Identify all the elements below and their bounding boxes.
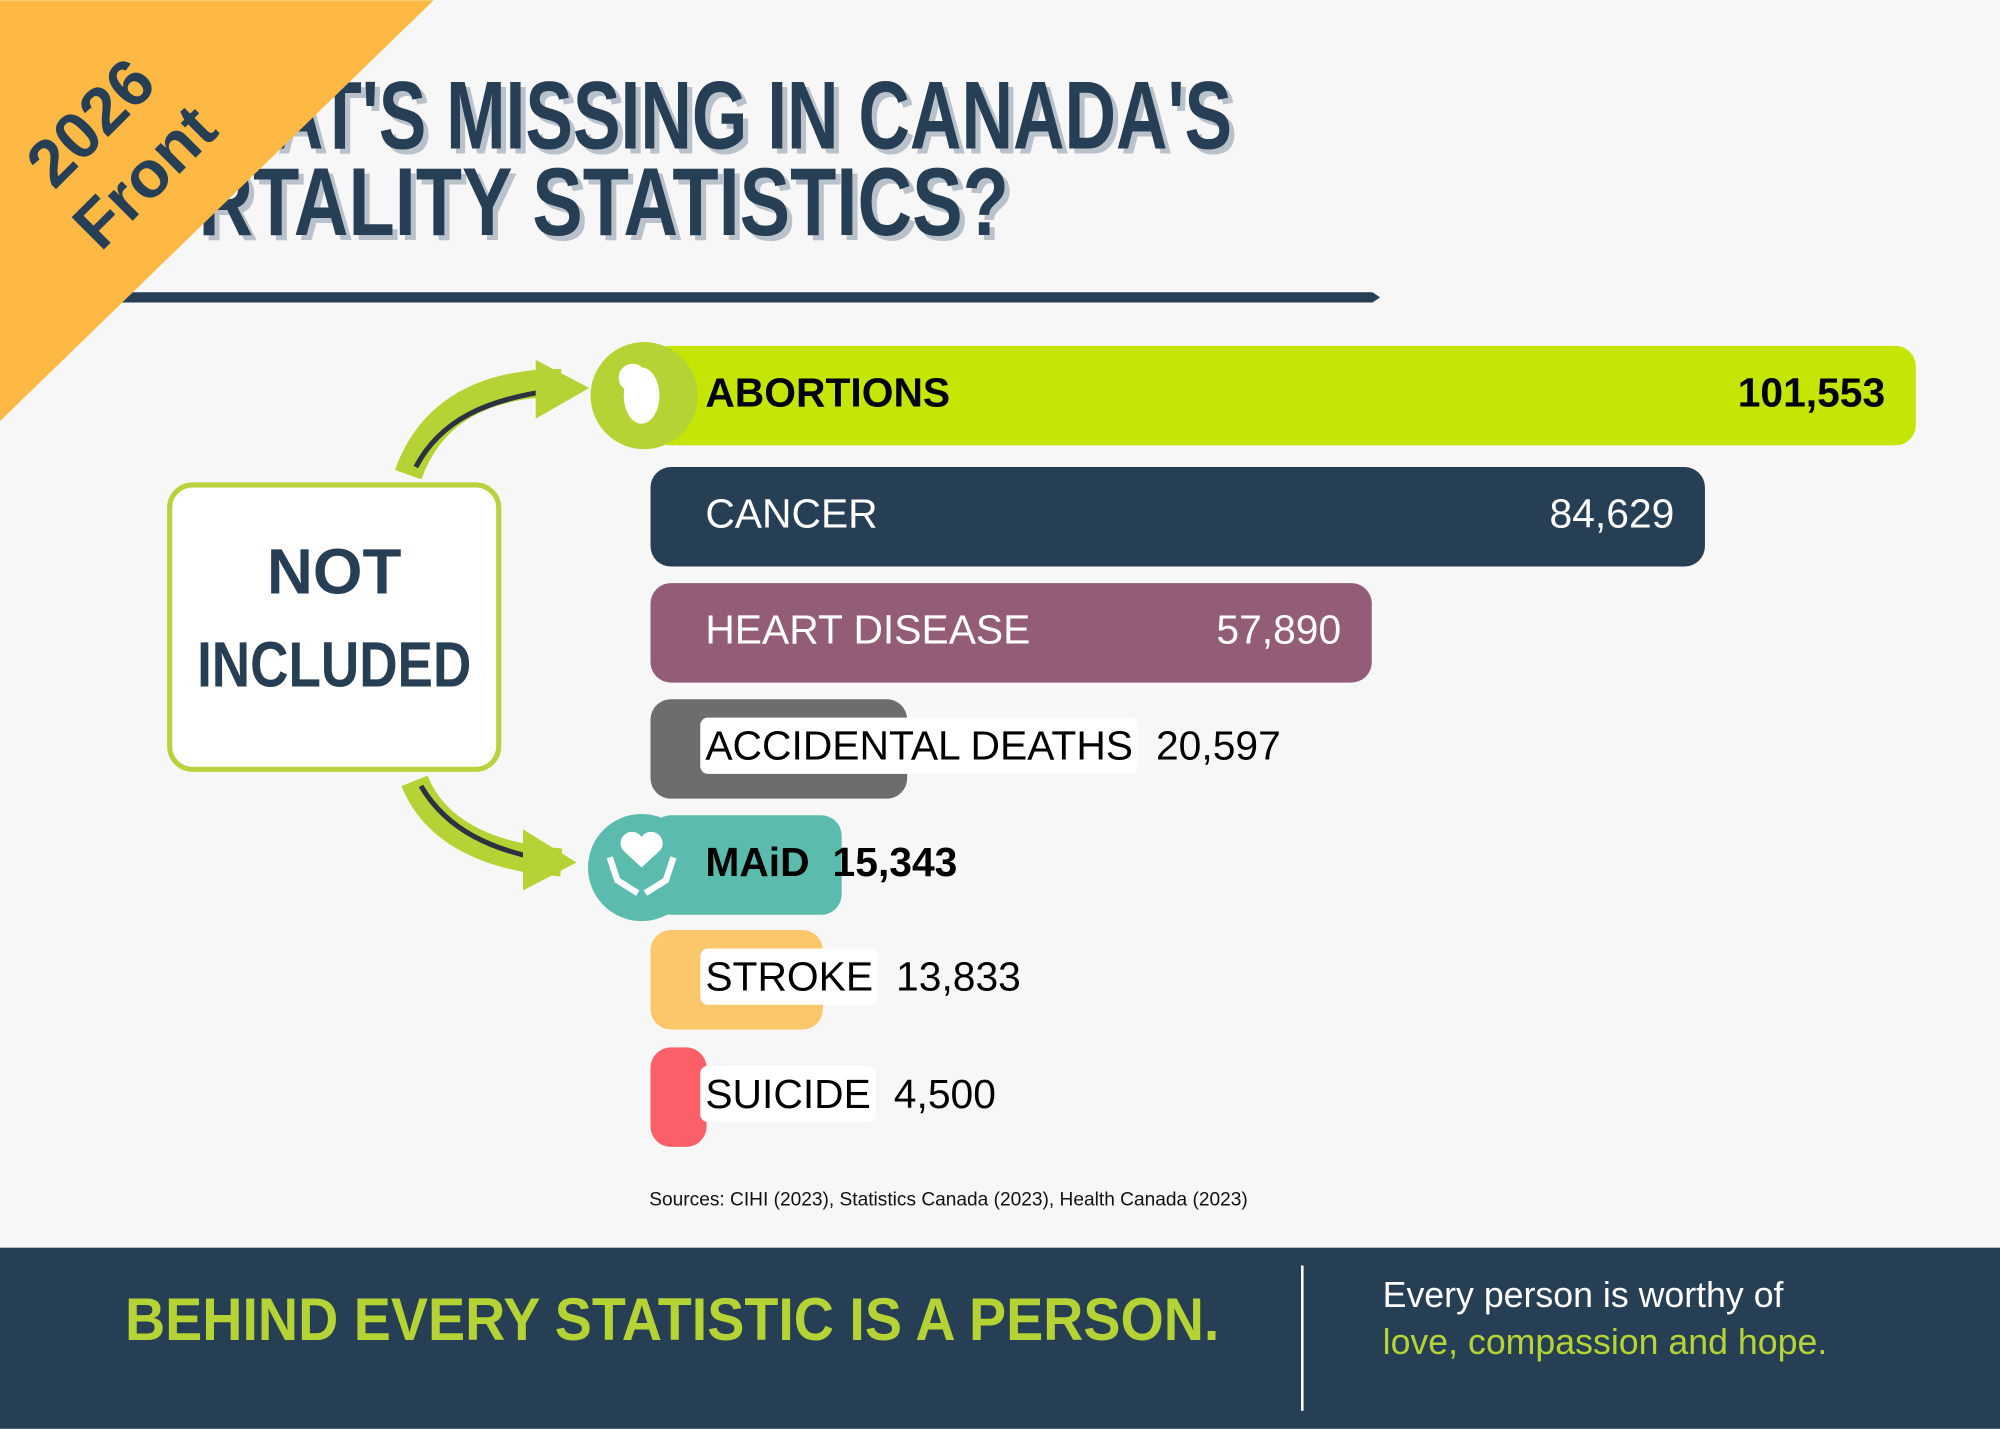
bars: ABORTIONS 101,553 CANCER 84,629 HEART DISEAS… [650,345,1916,1147]
footer-headline: BEHIND EVERY STATISTIC IS A PERSON. [125,1286,1219,1353]
value-label: 57,890 [1216,607,1341,653]
label-bg [700,1065,876,1123]
bar-label: STROKE [705,954,873,1000]
label-bg [700,717,1139,774]
bar-label: SUICIDE [705,1071,870,1117]
arrow [413,386,562,469]
value-label: 4,500 [894,1071,996,1117]
value-label: 84,629 [1550,491,1675,537]
annotation-text: NOT [267,536,402,608]
value-label: 15,343 [833,839,958,885]
bar [650,345,1916,446]
source: Sources: CIHI (2023), Statistics Canada … [649,1190,1247,1211]
bar [650,583,1372,683]
value-label: 101,553 [1738,369,1885,415]
badge-ribbon [0,0,434,422]
bar-label: HEART DISEASE [705,607,1030,653]
arrow-head [522,829,577,891]
annotation-text: INCLUDED [197,629,471,701]
icons [588,342,698,922]
arrow [394,368,562,480]
footer-text: love, compassion and hope. [1383,1322,1828,1362]
icon-shape [606,856,677,896]
bar [650,1047,707,1147]
bar-label: CANCER [705,491,877,537]
footer [0,1247,2000,1429]
bar [650,467,1705,567]
title-underline [121,292,1381,303]
bar-label: ABORTIONS [705,369,950,415]
bar [650,815,842,915]
value-label: 13,833 [896,954,1021,1000]
bar-label: ACCIDENTAL DEATHS [705,723,1133,769]
bar-label: MAiD [705,839,809,885]
icon-shape [618,363,647,392]
footer-text: Every person is worthy of [1383,1275,1784,1315]
annotation-box [167,482,502,772]
icon-shape [620,831,663,868]
value-label: 20,597 [1156,723,1281,769]
arrow-head [535,359,590,419]
label-bg [700,948,879,1005]
maid-icon [588,813,696,922]
